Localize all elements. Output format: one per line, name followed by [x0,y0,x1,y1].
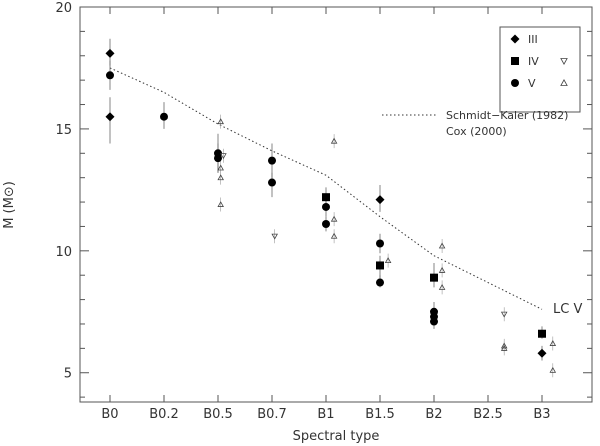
y-axis-ticks: 5 10 15 20 [55,1,592,398]
triangle-up-marker [217,164,224,171]
triangle-up-marker [500,342,508,349]
triangle-up-marker [438,242,446,249]
circle-marker [106,71,114,80]
legend-box [499,26,581,113]
y-tick-label: 15 [55,123,72,138]
circle-marker [376,239,384,248]
legend-triangle-up-marker [560,79,568,86]
square-marker [430,273,438,282]
lc-v-annotation: LC V [553,302,582,317]
plot-frame [79,6,593,403]
legend-label-v: V [528,77,536,90]
diamond-marker [105,48,115,58]
legend-circle-marker [511,79,519,87]
legend-diamond-marker [510,34,520,44]
square-marker [376,261,384,270]
circle-marker [268,178,276,187]
legend-square-marker [511,57,519,65]
x-tick-label: B2 [425,407,442,422]
data-markers [105,48,557,373]
triangle-up-marker [438,283,446,290]
legend-triangle-down-marker [560,58,568,65]
legend: III IV V Schmidt−Kaler (1982) Cox (2000) [382,26,581,138]
triangle-up-marker [330,137,338,144]
schmidt-kaler-line [109,67,543,310]
circle-marker [214,154,222,163]
circle-marker [160,112,168,121]
triangle-up-marker [500,344,508,351]
circle-marker [376,278,384,287]
triangle-up-marker [217,201,224,207]
y-tick-label: 5 [64,367,72,382]
triangle-up-marker [549,366,557,373]
triangle-up-marker [549,340,557,346]
triangle-down-marker [220,153,227,160]
y-axis-label: M (M⊙) [2,181,17,229]
circle-marker [430,317,438,326]
x-tick-label: B1.5 [365,407,395,422]
triangle-up-marker [330,215,338,222]
circle-marker [322,220,330,229]
triangle-up-marker [217,118,224,125]
x-tick-label: B0.2 [149,407,179,422]
legend-markers [510,34,568,87]
triangle-up-marker [217,174,224,181]
x-tick-label: B2.5 [473,407,503,422]
circle-marker [268,156,276,165]
legend-label-iii: III [528,33,538,46]
circle-marker [322,202,330,211]
x-tick-label: B0 [101,407,118,422]
square-marker [322,193,330,202]
x-tick-label: B0.7 [257,407,287,422]
y-tick-label: 10 [55,245,72,260]
triangle-up-marker [330,232,338,239]
diamond-marker [537,348,547,358]
triangle-down-marker [500,311,508,318]
legend-label-schmidt-kaler: Schmidt−Kaler (1982) [446,109,568,122]
y-tick-label: 20 [55,1,72,16]
x-axis-ticks: B0 B0.2 B0.5 B0.7 B1 B1.5 B2 B2.5 B3 [101,7,551,422]
diamond-marker [105,112,115,122]
diamond-marker [375,195,385,205]
legend-label-cox: Cox (2000) [446,125,507,138]
x-tick-label: B3 [533,407,550,422]
x-tick-label: B1 [317,407,334,422]
square-marker [538,329,546,338]
triangle-up-marker [384,257,392,264]
x-axis-label: Spectral type [293,429,380,444]
x-tick-label: B0.5 [203,407,233,422]
schmidt-kaler-curve [109,67,543,310]
error-bars [109,38,554,378]
triangle-down-marker [271,233,278,240]
legend-label-iv: IV [528,55,539,68]
triangle-up-marker [438,266,446,273]
